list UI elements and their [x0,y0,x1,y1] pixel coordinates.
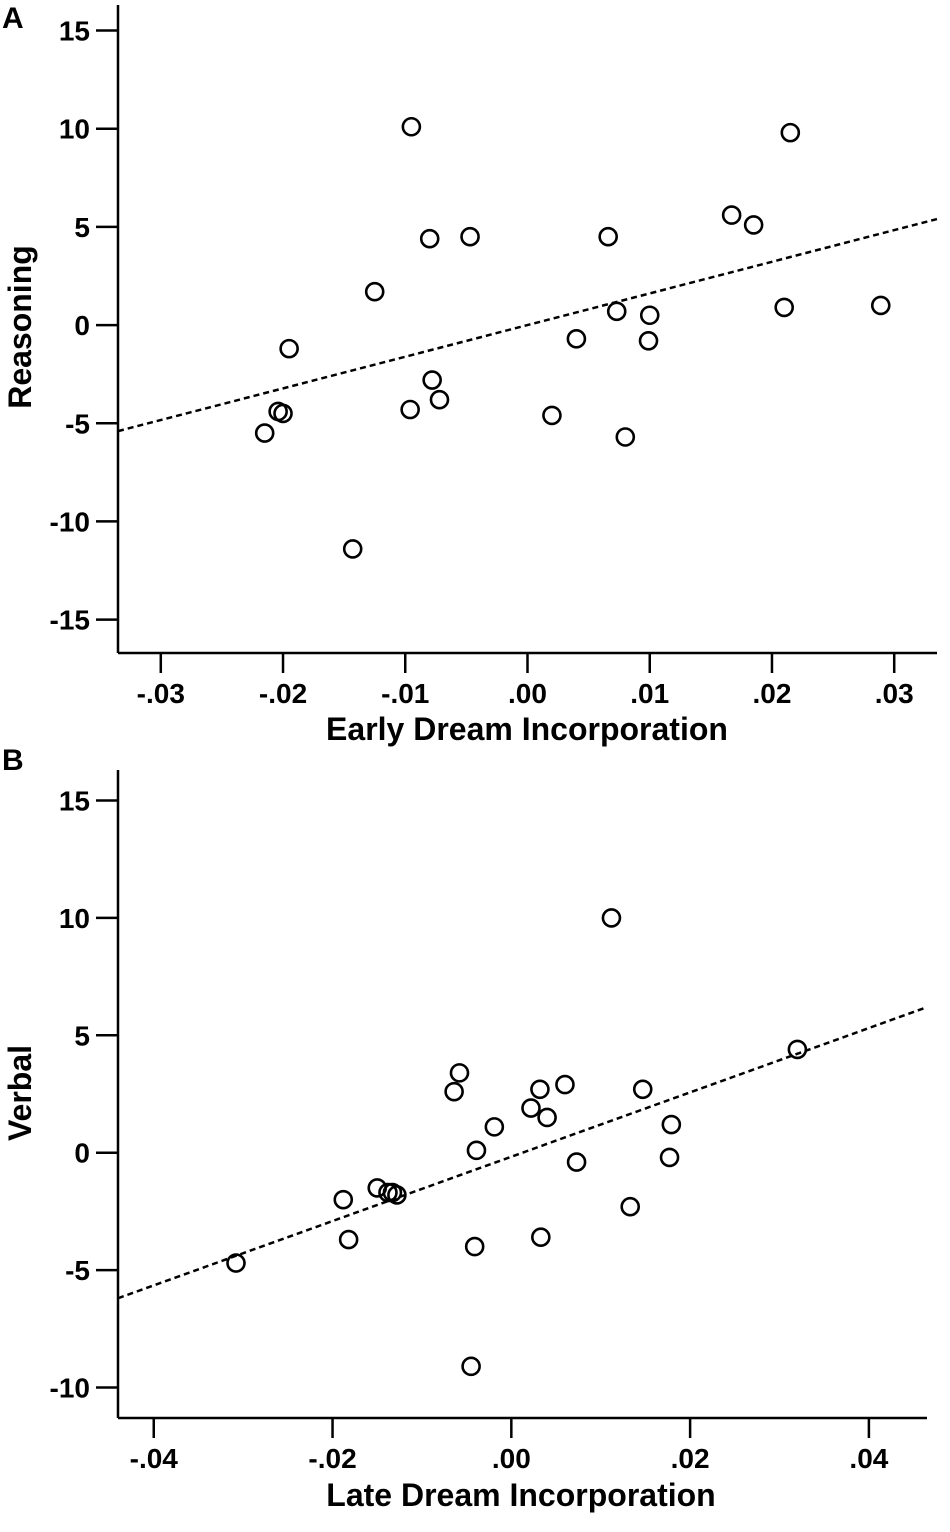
data-point [342,539,363,559]
data-point [555,1074,575,1095]
y-tick-label: 0 [74,1138,90,1169]
data-point [333,1189,354,1210]
data-point [537,1107,557,1128]
x-tick-label: -.02 [308,1443,356,1474]
x-tick-label: -.04 [130,1443,179,1474]
data-point [273,403,293,424]
y-tick-label: -10 [50,506,90,537]
y-tick-label: 15 [59,786,90,817]
data-point [338,1229,359,1250]
panel-b-regression-line [117,1005,928,1300]
data-point [601,908,622,928]
data-point [429,389,450,410]
y-tick-label: 5 [74,212,90,243]
data-point [401,116,422,137]
panel-b-y-ticks: -10 -5 0 5 10 15 [50,786,118,1403]
data-point [387,1185,407,1205]
y-tick-label: 15 [59,16,90,47]
data-point [743,215,764,235]
data-point [870,295,891,316]
x-tick-label: .04 [849,1443,888,1474]
data-point [444,1081,464,1102]
data-point [466,1140,487,1161]
data-point [422,370,442,390]
data-point [542,405,562,426]
data-point [606,301,627,322]
panel-b-x-ticks: -.04 -.02 .00 .02 .04 [130,1418,889,1474]
y-tick-label: -10 [50,1372,90,1403]
x-tick-label: .02 [671,1443,710,1474]
panel-a-x-ticks: -.03 -.02 -.01 .00 .01 .02 .03 [137,653,914,709]
x-tick-label: -.02 [259,678,307,709]
panel-a-y-axis-title: Reasoning [2,245,38,409]
data-point [364,281,385,302]
data-point [620,1196,641,1217]
data-point [615,427,636,447]
data-point [464,1236,485,1257]
data-point [780,122,801,143]
panel-a-x-axis-title: Early Dream Incorporation [326,711,728,747]
panel-b-label: B [2,744,24,777]
panel-a: A -15 -10 -5 0 5 10 15 -.03 -.02 -.01 .00 .01 .02 .0… [2,2,938,747]
panel-a-regression-line [117,217,938,433]
panel-a-label: A [2,2,24,35]
data-point [484,1117,505,1137]
x-tick-label: .00 [508,678,547,709]
panel-a-points [254,116,891,559]
data-point [419,228,440,249]
data-point [254,423,275,443]
data-point [639,305,660,326]
data-point [226,1253,246,1273]
y-tick-label: 10 [59,114,90,145]
panel-b-points [226,908,808,1377]
data-point [449,1063,470,1083]
data-point [461,1356,481,1377]
data-point [400,399,420,420]
x-tick-label: .03 [875,678,914,709]
data-point [530,1079,550,1100]
data-point [774,297,795,318]
y-tick-label: 0 [74,310,90,341]
x-tick-label: .02 [753,678,792,709]
y-tick-label: 5 [74,1020,90,1051]
data-point [566,1152,587,1172]
x-tick-label: -.01 [381,678,429,709]
panel-b-x-axis-title: Late Dream Incorporation [326,1477,715,1513]
panel-b: B -10 -5 0 5 10 15 -.04 -.02 .00 .02 .04 Late Dre… [2,744,928,1513]
x-tick-label: .01 [630,678,669,709]
data-point [638,330,659,351]
data-point [531,1227,551,1248]
x-tick-label: .00 [492,1443,531,1474]
data-point [279,338,299,359]
data-point [659,1147,680,1168]
data-point [566,329,587,349]
y-tick-label: -5 [65,408,90,439]
x-tick-label: -.03 [137,678,185,709]
data-point [787,1039,808,1060]
data-point [661,1114,682,1135]
panel-b-y-axis-title: Verbal [2,1045,38,1141]
data-point [460,226,480,247]
data-point [598,226,618,247]
panel-a-y-ticks: -15 -10 -5 0 5 10 15 [50,16,118,636]
data-point [632,1079,653,1100]
y-tick-label: 10 [59,903,90,934]
data-point [721,205,742,225]
y-tick-label: -15 [50,605,90,636]
data-point [521,1098,541,1118]
y-tick-label: -5 [65,1255,90,1286]
